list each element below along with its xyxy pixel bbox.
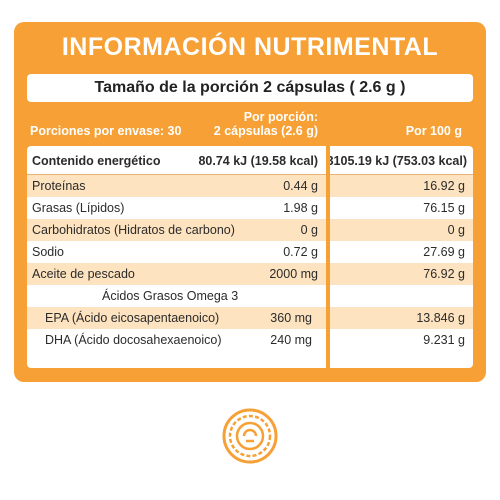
per-serving-header-line2: 2 cápsulas (2.6 g) (213, 124, 318, 138)
per-serving-value: 360 mg (270, 311, 312, 325)
per-100g-value: 76.92 g (423, 267, 465, 281)
table-row: 27.69 g (330, 241, 473, 263)
per-serving-value: 0 g (300, 223, 318, 237)
nutrient-label: Sodio (32, 245, 64, 259)
per-100g-value: 16.92 g (423, 179, 465, 193)
circular-badge-icon (222, 408, 278, 464)
nutrient-label: EPA (Ácido eicosapentaenoico) (45, 311, 220, 325)
panel-title: INFORMACIÓN NUTRIMENTAL (61, 33, 439, 61)
row-divider (330, 174, 473, 175)
table-row: DHA (Ácido docosahexaenoico) 240 mg (27, 329, 326, 351)
servings-per-container: Porciones por envase: 30 (30, 124, 182, 138)
per-100g-header: Por 100 g (405, 124, 462, 138)
nutrient-label: Ácidos Grasos Omega 3 (102, 289, 239, 303)
table-row: Ácidos Grasos Omega 3 (27, 285, 326, 307)
table-row: 76.92 g (330, 263, 473, 285)
table-row: 16.92 g (330, 175, 473, 197)
per-serving-value: 240 mg (270, 333, 312, 347)
nutrient-label: Grasas (Lípidos) (32, 201, 125, 215)
table-row (330, 285, 473, 307)
per-serving-header: Por porción: 2 cápsulas (2.6 g) (192, 110, 318, 138)
per-serving-value: 0.44 g (283, 179, 318, 193)
per-100g-value: 27.69 g (423, 245, 465, 259)
table-row: Aceite de pescado 2000 mg (27, 263, 326, 285)
per-100g-value: 0 g (447, 223, 465, 237)
per-100g-value: 3105.19 kJ (753.03 kcal) (330, 154, 467, 168)
nutrition-table-left: Contenido energético 80.74 kJ (19.58 kca… (27, 146, 326, 368)
table-row: 0 g (330, 219, 473, 241)
row-divider (27, 174, 326, 175)
nutrition-facts-panel: INFORMACIÓN NUTRIMENTAL Tamaño de la por… (14, 22, 486, 382)
table-row: 3105.19 kJ (753.03 kcal) (330, 150, 473, 172)
table-row: EPA (Ácido eicosapentaenoico) 360 mg (27, 307, 326, 329)
nutrition-table-right: 3105.19 kJ (753.03 kcal) 16.92 g 76.15 g… (330, 146, 473, 368)
table-row: Grasas (Lípidos) 1.98 g (27, 197, 326, 219)
per-100g-value: 13.846 g (416, 311, 465, 325)
table-row: Carbohidratos (Hidratos de carbono) 0 g (27, 219, 326, 241)
table-row: 76.15 g (330, 197, 473, 219)
nutrient-label: Aceite de pescado (32, 267, 135, 281)
table-row: Proteínas 0.44 g (27, 175, 326, 197)
per-serving-value: 1.98 g (283, 201, 318, 215)
table-row: 9.231 g (330, 329, 473, 351)
nutrient-label: Proteínas (32, 179, 86, 193)
table-row: Sodio 0.72 g (27, 241, 326, 263)
per-serving-header-line1: Por porción: (243, 110, 318, 124)
table-row: Contenido energético 80.74 kJ (19.58 kca… (27, 150, 326, 172)
per-100g-value: 76.15 g (423, 201, 465, 215)
per-100g-value: 9.231 g (423, 333, 465, 347)
nutrient-label: DHA (Ácido docosahexaenoico) (45, 333, 222, 347)
table-row: 13.846 g (330, 307, 473, 329)
serving-size: Tamaño de la porción 2 cápsulas ( 2.6 g … (27, 74, 473, 102)
per-serving-value: 80.74 kJ (19.58 kcal) (198, 154, 318, 168)
per-serving-value: 2000 mg (269, 267, 318, 281)
nutrient-label: Contenido energético (32, 154, 161, 168)
per-serving-value: 0.72 g (283, 245, 318, 259)
nutrient-label: Carbohidratos (Hidratos de carbono) (32, 223, 235, 237)
